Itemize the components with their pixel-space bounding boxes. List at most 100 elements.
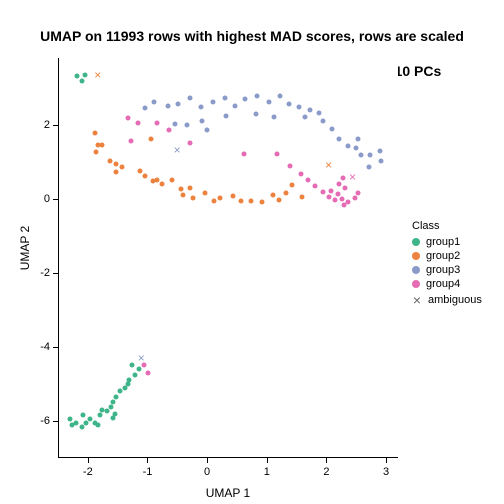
data-point [339, 196, 344, 201]
data-point [203, 191, 208, 196]
chart-container: UMAP on 11993 rows with highest MAD scor… [0, 0, 504, 504]
legend-item: ×ambiguous [412, 292, 482, 308]
data-point [113, 170, 118, 175]
y-tick-label: -6 [30, 415, 50, 427]
y-tick-mark [53, 273, 58, 274]
data-point [354, 146, 359, 151]
data-point [337, 136, 342, 141]
legend-dot-icon [412, 280, 420, 288]
data-point [73, 420, 78, 425]
ambiguous-point: × [94, 69, 101, 81]
data-point [367, 164, 372, 169]
data-point [170, 178, 175, 183]
data-point [179, 187, 184, 192]
data-point [326, 194, 331, 199]
data-point [320, 118, 325, 123]
x-tick-mark [88, 458, 89, 463]
data-point [135, 121, 140, 126]
data-point [343, 185, 348, 190]
data-point [300, 194, 305, 199]
data-point [243, 97, 248, 102]
data-point [356, 190, 361, 195]
data-point [176, 102, 181, 107]
y-tick-mark [53, 347, 58, 348]
data-point [222, 96, 227, 101]
legend-title: Class [412, 220, 482, 232]
data-point [96, 423, 101, 428]
x-tick-mark [267, 458, 268, 463]
legend-item: group2 [412, 250, 482, 262]
data-point [299, 171, 304, 176]
data-point [345, 200, 350, 205]
data-point [286, 102, 291, 107]
data-point [238, 198, 243, 203]
data-point [259, 200, 264, 205]
data-point [200, 118, 205, 123]
data-point [80, 413, 85, 418]
data-point [231, 194, 236, 199]
data-point [74, 73, 79, 78]
data-point [345, 144, 350, 149]
data-point [143, 173, 148, 178]
data-point [377, 148, 382, 153]
data-point [113, 394, 118, 399]
legend-label: ambiguous [428, 294, 482, 306]
data-point [107, 158, 112, 163]
data-point [155, 121, 160, 126]
legend-label: group2 [426, 250, 460, 262]
legend-dot-icon [412, 238, 420, 246]
data-point [159, 181, 164, 186]
data-point [296, 104, 301, 109]
data-point [99, 143, 104, 148]
data-point [379, 158, 384, 163]
legend: Class group1group2group3group4×ambiguous [412, 220, 482, 310]
data-point [224, 113, 229, 118]
data-point [266, 99, 271, 104]
ambiguous-point: × [325, 159, 332, 171]
data-point [274, 151, 279, 156]
data-point [143, 106, 148, 111]
y-tick-label: 0 [30, 193, 50, 205]
data-point [255, 93, 260, 98]
ambiguous-point: × [349, 171, 356, 183]
data-point [368, 153, 373, 158]
x-tick-label: 0 [204, 466, 210, 478]
legend-dot-icon [412, 266, 420, 274]
data-point [249, 198, 254, 203]
data-point [127, 378, 132, 383]
data-point [93, 150, 98, 155]
y-tick-mark [53, 199, 58, 200]
data-point [165, 104, 170, 109]
data-point [188, 96, 193, 101]
data-point [336, 191, 341, 196]
data-point [104, 408, 109, 413]
data-point [352, 196, 357, 201]
data-point [167, 128, 172, 133]
panel-background [59, 58, 398, 457]
data-point [276, 198, 281, 203]
data-point [218, 196, 223, 201]
data-point [332, 198, 337, 203]
data-point [270, 193, 275, 198]
data-point [204, 128, 209, 133]
data-point [110, 399, 115, 404]
data-point [128, 139, 133, 144]
data-point [83, 72, 88, 77]
data-point [210, 99, 215, 104]
x-tick-label: 2 [323, 466, 329, 478]
x-tick-mark [326, 458, 327, 463]
data-point [358, 153, 363, 158]
data-point [79, 78, 84, 83]
data-point [302, 114, 307, 119]
x-tick-label: 3 [383, 466, 389, 478]
data-point [320, 190, 325, 195]
x-tick-mark [207, 458, 208, 463]
y-tick-label: -4 [30, 341, 50, 353]
x-tick-label: 1 [264, 466, 270, 478]
x-tick-mark [147, 458, 148, 463]
data-point [152, 99, 157, 104]
data-point [117, 389, 122, 394]
data-point [188, 185, 193, 190]
data-point [313, 183, 318, 188]
data-point [181, 193, 186, 198]
